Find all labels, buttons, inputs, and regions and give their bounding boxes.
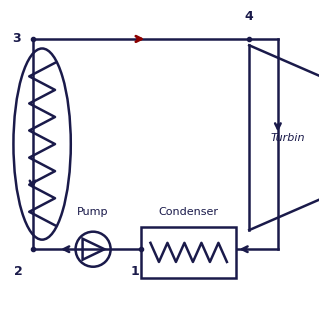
Text: 2: 2 xyxy=(14,265,23,278)
Text: Pump: Pump xyxy=(77,207,109,217)
Text: Turbin: Turbin xyxy=(270,133,305,143)
Text: Condenser: Condenser xyxy=(159,207,219,217)
Bar xyxy=(141,227,236,278)
Text: 1: 1 xyxy=(130,265,139,278)
Text: 3: 3 xyxy=(12,32,21,45)
Text: 4: 4 xyxy=(245,10,253,23)
